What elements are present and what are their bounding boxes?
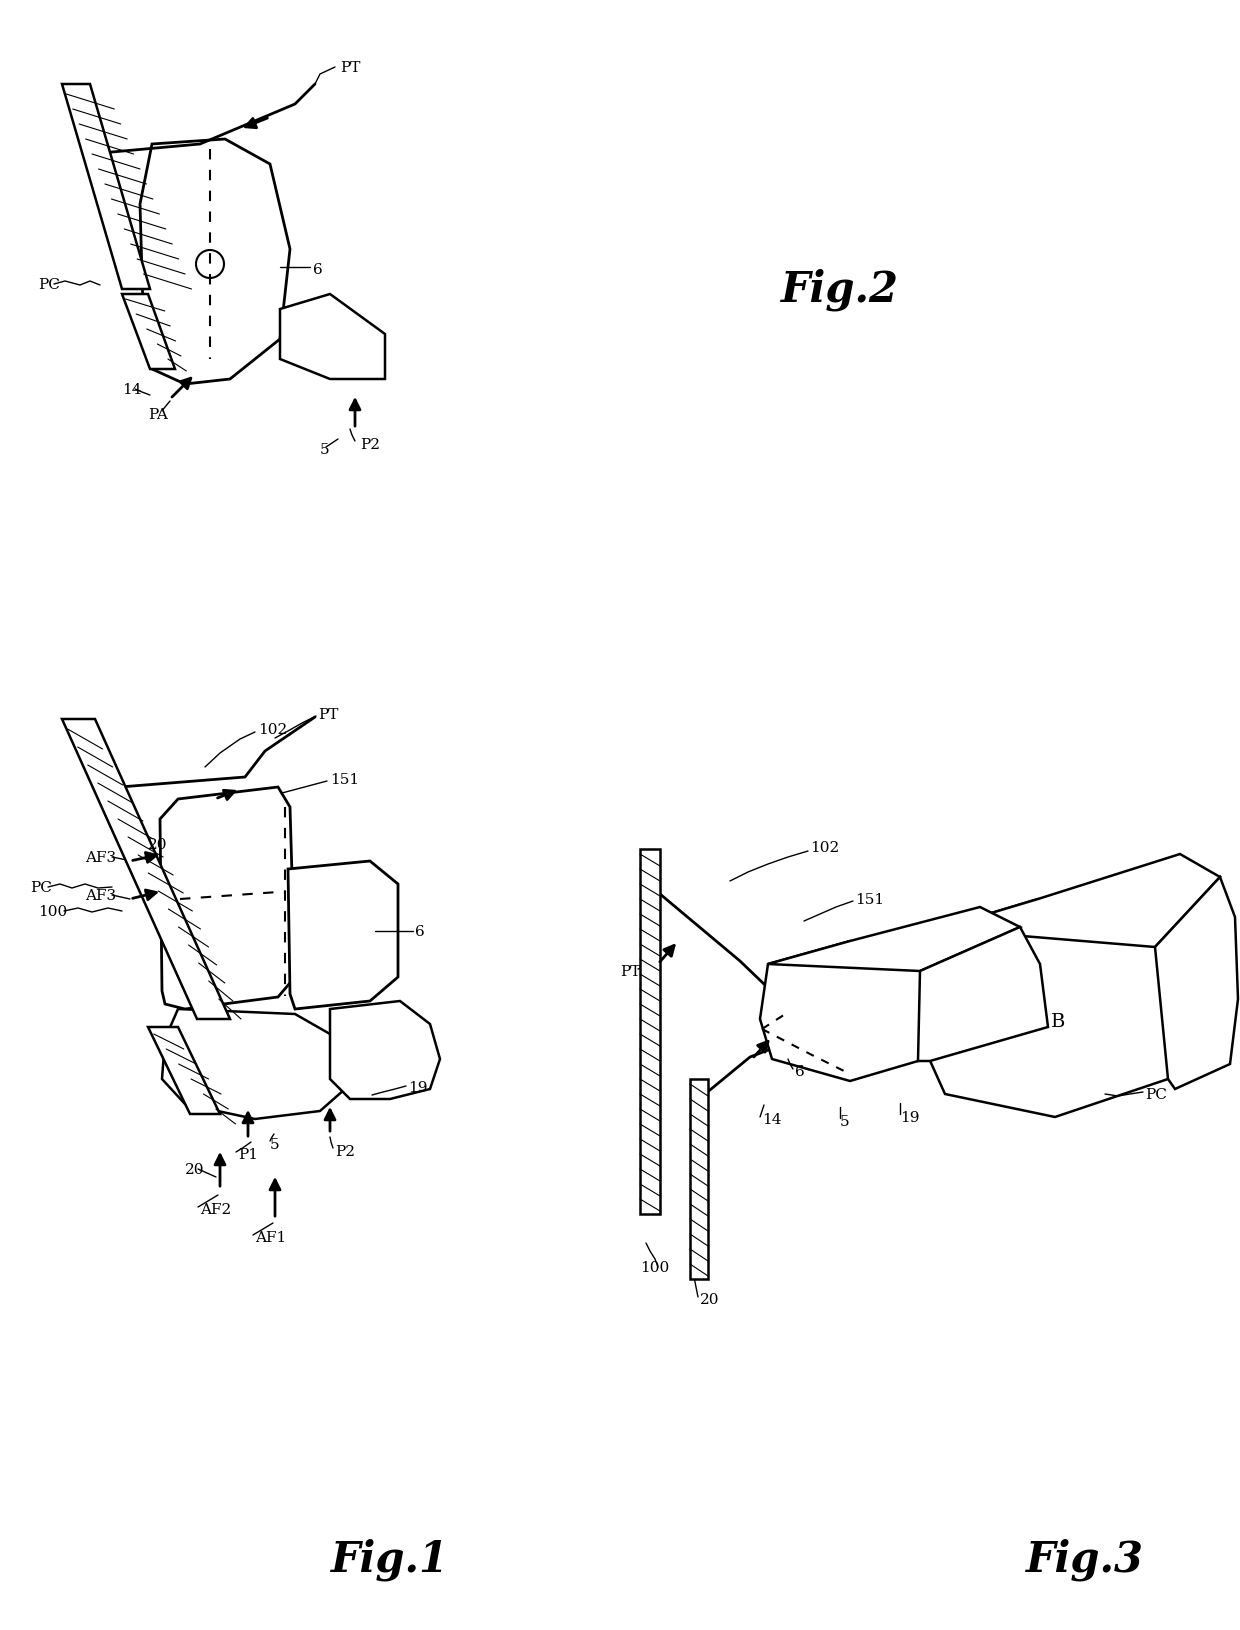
Text: P2: P2 — [335, 1144, 355, 1159]
Text: PC: PC — [38, 277, 60, 292]
Polygon shape — [689, 1079, 708, 1280]
Text: AF3: AF3 — [86, 851, 117, 864]
Text: 6: 6 — [795, 1064, 805, 1079]
Polygon shape — [760, 942, 930, 1081]
Text: 20: 20 — [148, 838, 167, 851]
Text: AF2: AF2 — [200, 1203, 231, 1216]
Text: AF3: AF3 — [86, 888, 117, 903]
Text: 14: 14 — [122, 383, 141, 396]
Polygon shape — [122, 295, 175, 370]
Polygon shape — [640, 849, 660, 1214]
Text: 151: 151 — [330, 773, 360, 787]
Text: Fig.2: Fig.2 — [781, 269, 899, 311]
Text: 100: 100 — [640, 1260, 670, 1275]
Text: 5: 5 — [320, 443, 330, 456]
Polygon shape — [62, 719, 229, 1019]
Text: 102: 102 — [258, 722, 288, 737]
Polygon shape — [162, 1009, 345, 1120]
Text: PC: PC — [1145, 1087, 1167, 1102]
Text: PT: PT — [340, 60, 361, 75]
Text: 5: 5 — [270, 1138, 280, 1151]
Text: Fig.1: Fig.1 — [331, 1537, 449, 1579]
Text: 100: 100 — [38, 905, 67, 918]
Text: 6: 6 — [415, 924, 425, 939]
Polygon shape — [918, 927, 1048, 1061]
Polygon shape — [330, 1001, 440, 1099]
Text: B: B — [1050, 1012, 1065, 1030]
Text: PT: PT — [620, 965, 640, 978]
Polygon shape — [140, 140, 290, 385]
Text: 151: 151 — [856, 893, 884, 906]
Polygon shape — [1154, 877, 1238, 1089]
Polygon shape — [768, 908, 1021, 971]
Polygon shape — [160, 787, 295, 1009]
Text: 20: 20 — [701, 1293, 719, 1306]
Text: 6: 6 — [314, 262, 322, 277]
Text: P1: P1 — [238, 1148, 258, 1161]
Polygon shape — [937, 854, 1220, 947]
Polygon shape — [280, 295, 384, 380]
Text: PA: PA — [148, 408, 167, 422]
Polygon shape — [288, 862, 398, 1009]
Text: P2: P2 — [360, 438, 379, 452]
Text: 5: 5 — [839, 1115, 849, 1128]
Text: PC: PC — [30, 880, 52, 895]
Text: 19: 19 — [900, 1110, 920, 1125]
Polygon shape — [918, 900, 1176, 1117]
Text: Fig.3: Fig.3 — [1025, 1537, 1145, 1579]
Text: 19: 19 — [408, 1081, 428, 1094]
Text: 14: 14 — [763, 1112, 781, 1126]
Polygon shape — [148, 1027, 219, 1115]
Text: 20: 20 — [185, 1162, 205, 1177]
Text: PT: PT — [317, 707, 339, 722]
Text: AF1: AF1 — [255, 1231, 286, 1244]
Text: 102: 102 — [810, 841, 839, 854]
Polygon shape — [62, 85, 150, 290]
